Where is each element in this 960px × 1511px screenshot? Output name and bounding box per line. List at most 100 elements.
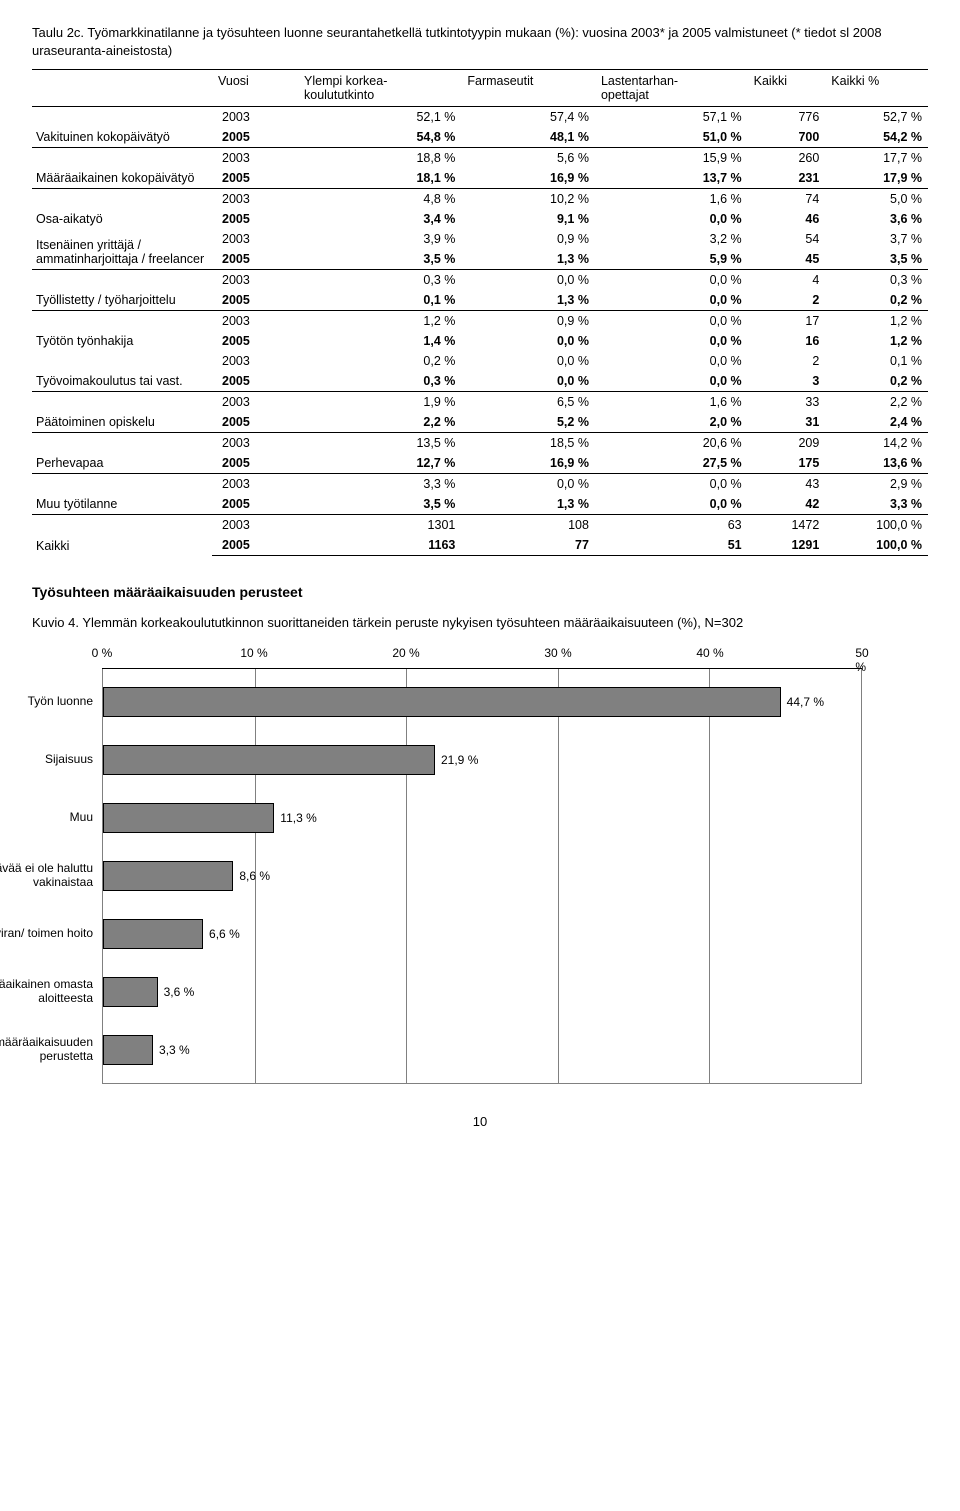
year-cell: 2003 <box>212 311 298 332</box>
bar-value: 21,9 % <box>435 753 478 767</box>
data-cell: 700 <box>748 127 826 148</box>
table-title: Taulu 2c. Työmarkkinatilanne ja työsuhte… <box>32 24 928 59</box>
bar-label: Sijaisuus <box>0 753 103 767</box>
data-cell: 5,0 % <box>825 189 928 210</box>
bar <box>103 803 274 833</box>
chart-bar-row: Tehtävää ei ole haluttu vakinaistaa8,6 % <box>103 847 861 905</box>
data-cell: 6,5 % <box>461 392 595 413</box>
data-cell: 0,1 % <box>825 351 928 371</box>
data-cell: 0,0 % <box>461 331 595 351</box>
year-cell: 2005 <box>212 535 298 556</box>
data-cell: 13,7 % <box>595 168 748 189</box>
bar <box>103 745 435 775</box>
column-header: Farmaseutit <box>461 70 595 107</box>
data-cell: 9,1 % <box>461 209 595 229</box>
data-cell: 52,7 % <box>825 107 928 128</box>
page-number: 10 <box>32 1114 928 1129</box>
data-cell: 3,5 % <box>298 249 461 270</box>
data-cell: 1,2 % <box>825 331 928 351</box>
data-cell: 43 <box>748 474 826 495</box>
data-cell: 1,6 % <box>595 189 748 210</box>
data-cell: 46 <box>748 209 826 229</box>
data-cell: 12,7 % <box>298 453 461 474</box>
data-cell: 17,7 % <box>825 148 928 169</box>
data-cell: 52,1 % <box>298 107 461 128</box>
year-cell: 2005 <box>212 371 298 392</box>
data-cell: 4,8 % <box>298 189 461 210</box>
data-cell: 209 <box>748 433 826 454</box>
data-cell: 3,3 % <box>825 494 928 515</box>
year-cell: 2005 <box>212 290 298 311</box>
data-cell: 0,1 % <box>298 290 461 311</box>
data-cell: 3,5 % <box>298 494 461 515</box>
data-cell: 1,9 % <box>298 392 461 413</box>
data-cell: 0,0 % <box>595 331 748 351</box>
data-cell: 5,6 % <box>461 148 595 169</box>
data-cell: 18,8 % <box>298 148 461 169</box>
data-cell: 1,3 % <box>461 494 595 515</box>
year-cell: 2003 <box>212 270 298 291</box>
data-cell: 1,2 % <box>298 311 461 332</box>
data-cell: 1,3 % <box>461 249 595 270</box>
data-cell: 2,4 % <box>825 412 928 433</box>
bar-value: 3,6 % <box>158 985 195 999</box>
row-group-label: Määräaikainen kokopäivätyö <box>32 148 212 189</box>
data-cell: 17,9 % <box>825 168 928 189</box>
data-cell: 31 <box>748 412 826 433</box>
data-cell: 51,0 % <box>595 127 748 148</box>
data-cell: 5,2 % <box>461 412 595 433</box>
row-group-label: Työllistetty / työharjoittelu <box>32 270 212 311</box>
data-cell: 45 <box>748 249 826 270</box>
data-cell: 0,0 % <box>461 371 595 392</box>
data-cell: 3,7 % <box>825 229 928 249</box>
data-cell: 51 <box>595 535 748 556</box>
data-cell: 0,0 % <box>461 270 595 291</box>
data-cell: 175 <box>748 453 826 474</box>
year-cell: 2005 <box>212 331 298 351</box>
row-group-label: Työvoimakoulutus tai vast. <box>32 351 212 392</box>
row-group-label: Osa-aikatyö <box>32 189 212 230</box>
bar-label: Ei tiedä työn määräaikaisuuden perustett… <box>0 1036 103 1064</box>
data-cell: 2,2 % <box>825 392 928 413</box>
row-group-label: Päätoiminen opiskelu <box>32 392 212 433</box>
data-cell: 14,2 % <box>825 433 928 454</box>
data-cell: 3 <box>748 371 826 392</box>
bar-value: 6,6 % <box>203 927 240 941</box>
data-cell: 3,5 % <box>825 249 928 270</box>
bar-label: Avoimen viran/ toimen hoito <box>0 927 103 941</box>
year-cell: 2003 <box>212 107 298 128</box>
data-cell: 3,9 % <box>298 229 461 249</box>
data-cell: 33 <box>748 392 826 413</box>
data-cell: 5,9 % <box>595 249 748 270</box>
bar-label: Tehtävää ei ole haluttu vakinaistaa <box>0 862 103 890</box>
year-cell: 2003 <box>212 148 298 169</box>
chart-x-axis: 0 %10 %20 %30 %40 %50 % <box>102 646 862 669</box>
data-cell: 1472 <box>748 515 826 536</box>
data-cell: 1,6 % <box>595 392 748 413</box>
year-cell: 2005 <box>212 453 298 474</box>
bar <box>103 1035 153 1065</box>
bar-value: 3,3 % <box>153 1043 190 1057</box>
bar-label: Työ on määräaikainen omasta aloitteesta <box>0 978 103 1006</box>
main-table: VuosiYlempi korkea- koulututkintoFarmase… <box>32 69 928 556</box>
data-cell: 54,8 % <box>298 127 461 148</box>
data-cell: 2 <box>748 290 826 311</box>
data-cell: 0,0 % <box>461 351 595 371</box>
data-cell: 0,9 % <box>461 311 595 332</box>
bar-label: Muu <box>0 811 103 825</box>
data-cell: 0,0 % <box>461 474 595 495</box>
year-cell: 2005 <box>212 494 298 515</box>
chart-bar-row: Ei tiedä työn määräaikaisuuden perustett… <box>103 1021 861 1079</box>
bar-label: Työn luonne <box>0 695 103 709</box>
year-cell: 2005 <box>212 209 298 229</box>
data-cell: 54 <box>748 229 826 249</box>
data-cell: 3,2 % <box>595 229 748 249</box>
data-cell: 0,3 % <box>298 270 461 291</box>
bar-chart: 0 %10 %20 %30 %40 %50 % Työn luonne44,7 … <box>102 646 862 1084</box>
data-cell: 10,2 % <box>461 189 595 210</box>
data-cell: 18,5 % <box>461 433 595 454</box>
data-cell: 17 <box>748 311 826 332</box>
data-cell: 231 <box>748 168 826 189</box>
data-cell: 0,9 % <box>461 229 595 249</box>
data-cell: 48,1 % <box>461 127 595 148</box>
